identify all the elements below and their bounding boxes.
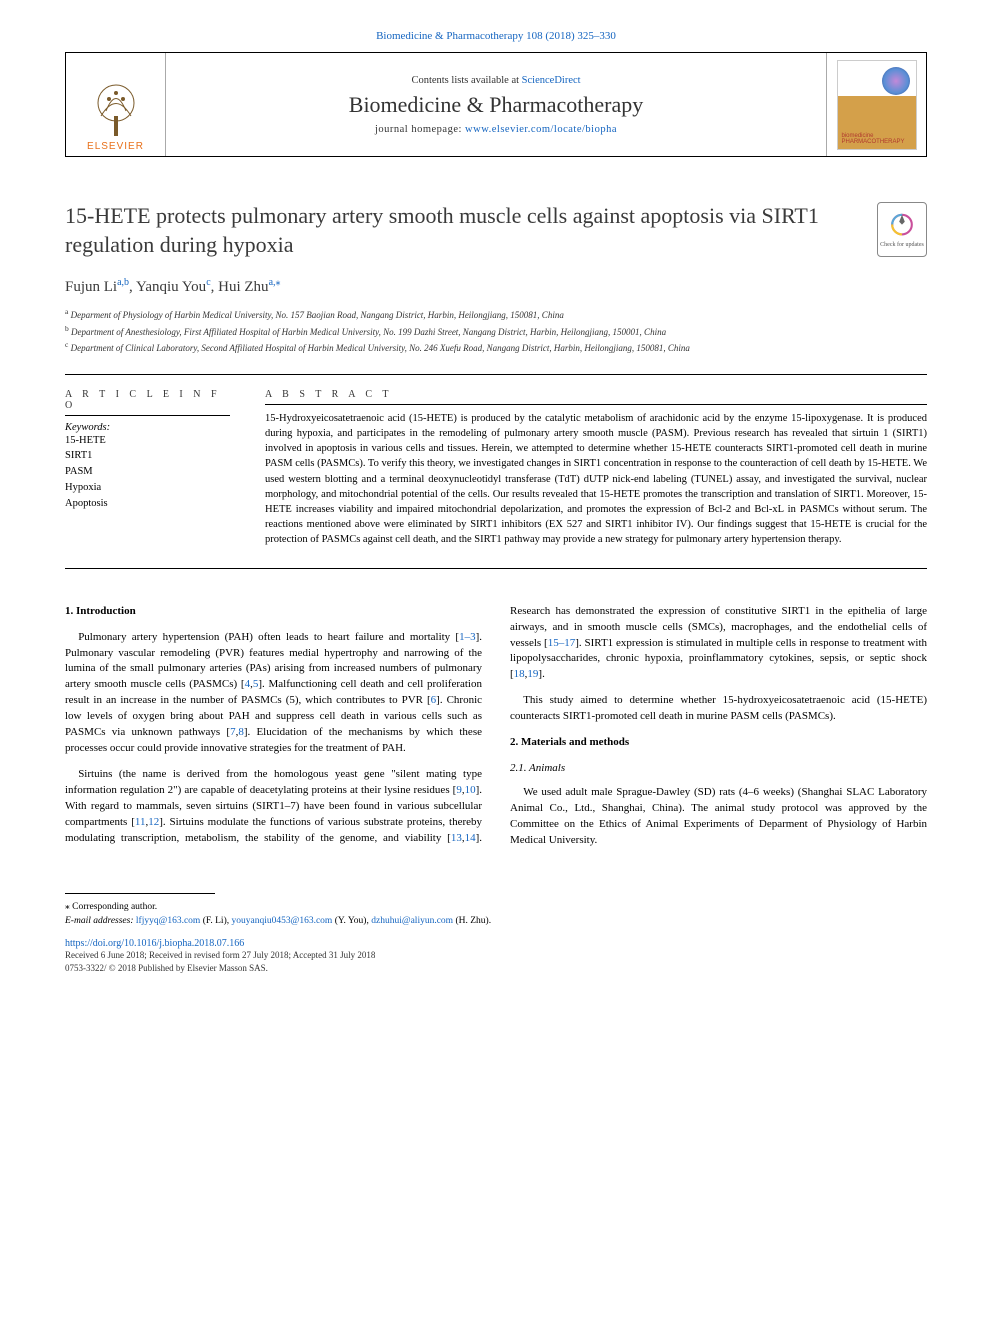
section-heading-methods: 2. Materials and methods [510, 735, 927, 751]
abstract-block: A B S T R A C T 15-Hydroxyeicosatetraeno… [265, 389, 927, 548]
banner-center: Contents lists available at ScienceDirec… [166, 53, 826, 156]
author-affil-mark: a,⁎ [269, 277, 281, 288]
citation[interactable]: 5 [253, 678, 259, 690]
article-title: 15-HETE protects pulmonary artery smooth… [65, 202, 857, 259]
homepage-label: journal homepage: [375, 124, 465, 135]
affiliation: a Deparment of Physiology of Harbin Medi… [65, 306, 927, 323]
journal-cover-thumbnail: biomedicine PHARMACOTHERAPY [837, 60, 917, 150]
received-line: Received 6 June 2018; Received in revise… [65, 949, 927, 962]
paragraph: Pulmonary artery hypertension (PAH) ofte… [65, 630, 482, 758]
abstract-heading: A B S T R A C T [265, 389, 927, 405]
doi-line: https://doi.org/10.1016/j.biopha.2018.07… [65, 938, 927, 949]
paragraph: We used adult male Sprague-Dawley (SD) r… [510, 785, 927, 849]
affiliation: c Department of Clinical Laboratory, Sec… [65, 339, 927, 356]
keyword: PASM [65, 464, 235, 480]
email-link[interactable]: youyanqiu0453@163.com [231, 916, 332, 926]
journal-banner: ELSEVIER Contents lists available at Sci… [65, 52, 927, 157]
affiliation-list: a Deparment of Physiology of Harbin Medi… [65, 306, 927, 356]
email-line: E-mail addresses: lfjyyq@163.com (F. Li)… [65, 914, 927, 928]
contents-available-line: Contents lists available at ScienceDirec… [411, 75, 580, 86]
cover-thumb-box: biomedicine PHARMACOTHERAPY [826, 53, 926, 156]
corresponding-author-label: ⁎ Corresponding author. [65, 900, 927, 914]
email-link[interactable]: dzhuhui@aliyun.com [371, 916, 453, 926]
email-who: (H. Zhu). [455, 916, 491, 926]
contents-text: Contents lists available at [411, 75, 521, 86]
elsevier-label: ELSEVIER [87, 141, 144, 152]
keyword: Apoptosis [65, 496, 235, 512]
footnote-divider [65, 893, 215, 894]
citation[interactable]: 6 [431, 694, 437, 706]
author-name: Yanqiu You [136, 279, 206, 295]
email-who: (F. Li) [203, 916, 227, 926]
author-affil-mark: a,b [117, 277, 129, 288]
check-updates-label: Check for updates [880, 242, 924, 248]
sciencedirect-link[interactable]: ScienceDirect [522, 75, 581, 86]
citation[interactable]: 7 [230, 726, 236, 738]
journal-name: Biomedicine & Pharmacotherapy [349, 92, 643, 118]
divider [65, 568, 927, 569]
citation[interactable]: 11 [135, 816, 146, 828]
keyword: Hypoxia [65, 480, 235, 496]
citation[interactable]: 18 [514, 668, 525, 680]
citation[interactable]: 9 [456, 784, 462, 796]
body-columns: 1. Introduction Pulmonary artery hyperte… [65, 604, 927, 853]
keywords-label: Keywords: [65, 422, 235, 433]
crossmark-icon [888, 212, 916, 240]
paragraph: This study aimed to determine whether 15… [510, 693, 927, 725]
running-head: Biomedicine & Pharmacotherapy 108 (2018)… [65, 30, 927, 42]
author-list: Fujun Lia,b, Yanqiu Youc, Hui Zhua,⁎ [65, 277, 927, 296]
elsevier-tree-icon [81, 81, 151, 141]
section-heading-intro: 1. Introduction [65, 604, 482, 620]
citation[interactable]: 10 [465, 784, 476, 796]
homepage-url[interactable]: www.elsevier.com/locate/biopha [465, 124, 617, 135]
keyword: SIRT1 [65, 448, 235, 464]
citation[interactable]: 13 [451, 832, 462, 844]
citation[interactable]: 8 [238, 726, 244, 738]
doi-link[interactable]: https://doi.org/10.1016/j.biopha.2018.07… [65, 938, 244, 949]
article-info-block: A R T I C L E I N F O Keywords: 15-HETE … [65, 389, 235, 548]
author-name: Hui Zhu [218, 279, 268, 295]
citation[interactable]: 19 [527, 668, 538, 680]
issn-line: 0753-3322/ © 2018 Published by Elsevier … [65, 962, 927, 975]
keyword: 15-HETE [65, 433, 235, 449]
article-info-heading: A R T I C L E I N F O [65, 389, 235, 416]
abstract-text: 15-Hydroxyeicosatetraenoic acid (15-HETE… [265, 411, 927, 548]
citation[interactable]: 14 [465, 832, 476, 844]
email-link[interactable]: lfjyyq@163.com [136, 916, 200, 926]
citation[interactable]: 15–17 [548, 637, 576, 649]
affiliation: b Department of Anesthesiology, First Af… [65, 323, 927, 340]
journal-homepage-line: journal homepage: www.elsevier.com/locat… [375, 124, 617, 135]
author-affil-mark: c [206, 277, 210, 288]
publisher-logo-box: ELSEVIER [66, 53, 166, 156]
citation[interactable]: 1–3 [459, 631, 476, 643]
email-who: (Y. You) [335, 916, 367, 926]
author-name: Fujun Li [65, 279, 117, 295]
citation[interactable]: 12 [148, 816, 159, 828]
footnotes: ⁎ Corresponding author. E-mail addresses… [65, 900, 927, 929]
subsection-heading-animals: 2.1. Animals [510, 761, 927, 777]
cover-thumb-label: biomedicine PHARMACOTHERAPY [842, 133, 916, 145]
keywords-list: 15-HETE SIRT1 PASM Hypoxia Apoptosis [65, 433, 235, 512]
check-updates-badge[interactable]: Check for updates [877, 202, 927, 257]
citation[interactable]: 4 [245, 678, 251, 690]
